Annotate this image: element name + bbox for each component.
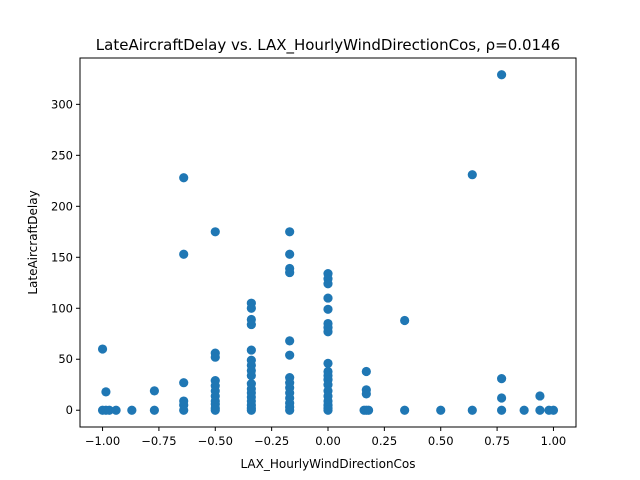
data-point	[127, 405, 137, 415]
data-point	[246, 303, 256, 313]
data-point	[363, 405, 374, 415]
data-point	[436, 405, 446, 415]
y-tick-label: 250	[51, 148, 73, 162]
data-point	[467, 170, 477, 180]
data-point	[149, 405, 159, 415]
data-point	[497, 405, 507, 415]
data-point	[179, 249, 189, 259]
data-point	[323, 327, 333, 337]
data-point	[149, 386, 159, 396]
y-tick-label: 200	[51, 199, 73, 213]
data-point	[323, 293, 333, 303]
x-tick-label: 0.25	[372, 434, 398, 448]
data-point	[323, 304, 333, 314]
y-tick-label: 150	[51, 250, 73, 264]
y-tick-label: 100	[51, 301, 73, 315]
data-point	[104, 405, 114, 415]
data-point	[101, 387, 111, 397]
chart-title: LateAircraftDelay vs. LAX_HourlyWindDire…	[96, 36, 560, 55]
x-tick-label: −0.75	[141, 434, 176, 448]
y-axis-ticks: 0 50 100 150 200 250 300	[51, 97, 80, 417]
data-point	[535, 391, 545, 401]
y-tick-label: 300	[51, 97, 73, 111]
data-point	[285, 227, 295, 237]
x-tick-label: −1.00	[85, 434, 120, 448]
x-tick-label: −0.25	[254, 434, 289, 448]
data-point	[323, 358, 333, 368]
x-axis-ticks: −1.00 −0.75 −0.50 −0.25 0.00 0.25 0.50 0.75 1.00	[85, 427, 566, 448]
data-point	[323, 279, 333, 289]
data-point	[285, 267, 295, 278]
data-point	[246, 370, 256, 381]
data-point	[179, 378, 189, 388]
data-point	[246, 345, 256, 355]
y-tick-label: 50	[58, 352, 73, 366]
data-point	[497, 374, 507, 384]
x-tick-label: −0.50	[198, 434, 233, 448]
data-point	[400, 315, 410, 326]
data-point	[361, 389, 371, 399]
data-point	[497, 393, 507, 403]
x-tick-label: 0.50	[428, 434, 454, 448]
data-point	[111, 405, 121, 415]
data-point	[519, 405, 529, 415]
x-tick-label: 0.00	[315, 434, 341, 448]
y-tick-label: 0	[66, 403, 73, 417]
data-point	[285, 249, 295, 259]
data-point	[361, 366, 371, 377]
data-point	[246, 319, 256, 330]
data-point	[246, 405, 256, 415]
data-point	[535, 405, 545, 415]
data-point	[285, 405, 295, 415]
y-axis-label: LateAircraftDelay	[26, 190, 40, 294]
x-axis-label: LAX_HourlyWindDirectionCos	[240, 457, 415, 471]
data-point	[179, 173, 189, 183]
data-point	[323, 405, 333, 415]
data-point	[467, 405, 477, 415]
data-point	[210, 352, 220, 362]
x-tick-label: 1.00	[541, 434, 567, 448]
data-point	[210, 405, 220, 415]
data-point	[400, 405, 410, 415]
data-point	[497, 70, 507, 80]
data-point	[285, 336, 295, 346]
data-point	[97, 344, 108, 354]
data-point	[285, 350, 295, 360]
data-point	[179, 405, 189, 415]
data-point	[210, 227, 220, 237]
data-points	[97, 70, 559, 415]
x-tick-label: 0.75	[484, 434, 510, 448]
data-point	[548, 405, 559, 415]
